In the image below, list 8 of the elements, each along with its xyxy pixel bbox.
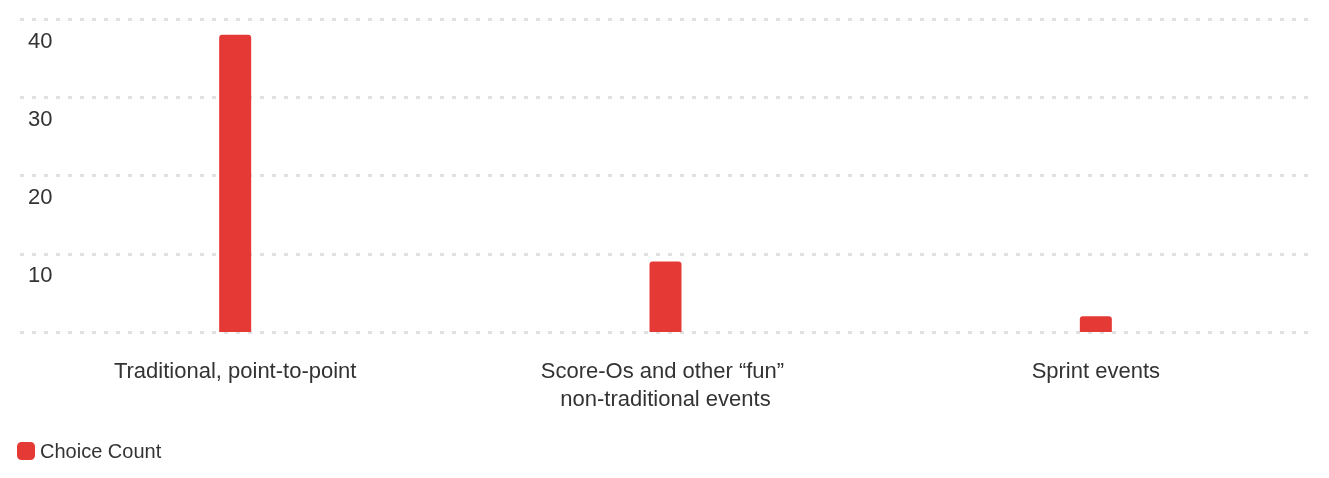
y-tick-label: 20 [28,184,53,209]
y-tick-label: 30 [28,105,53,131]
legend-label: Choice Count [40,440,162,462]
x-tick-label: Sprint events [1031,357,1161,383]
y-tick-label: 40 [28,27,53,53]
x-tick-label: Traditional, point-to-point [113,357,357,383]
x-tick-label: Score-Os and other “fun” non-traditional events [540,357,791,411]
y-tick-label: 10 [28,262,53,288]
